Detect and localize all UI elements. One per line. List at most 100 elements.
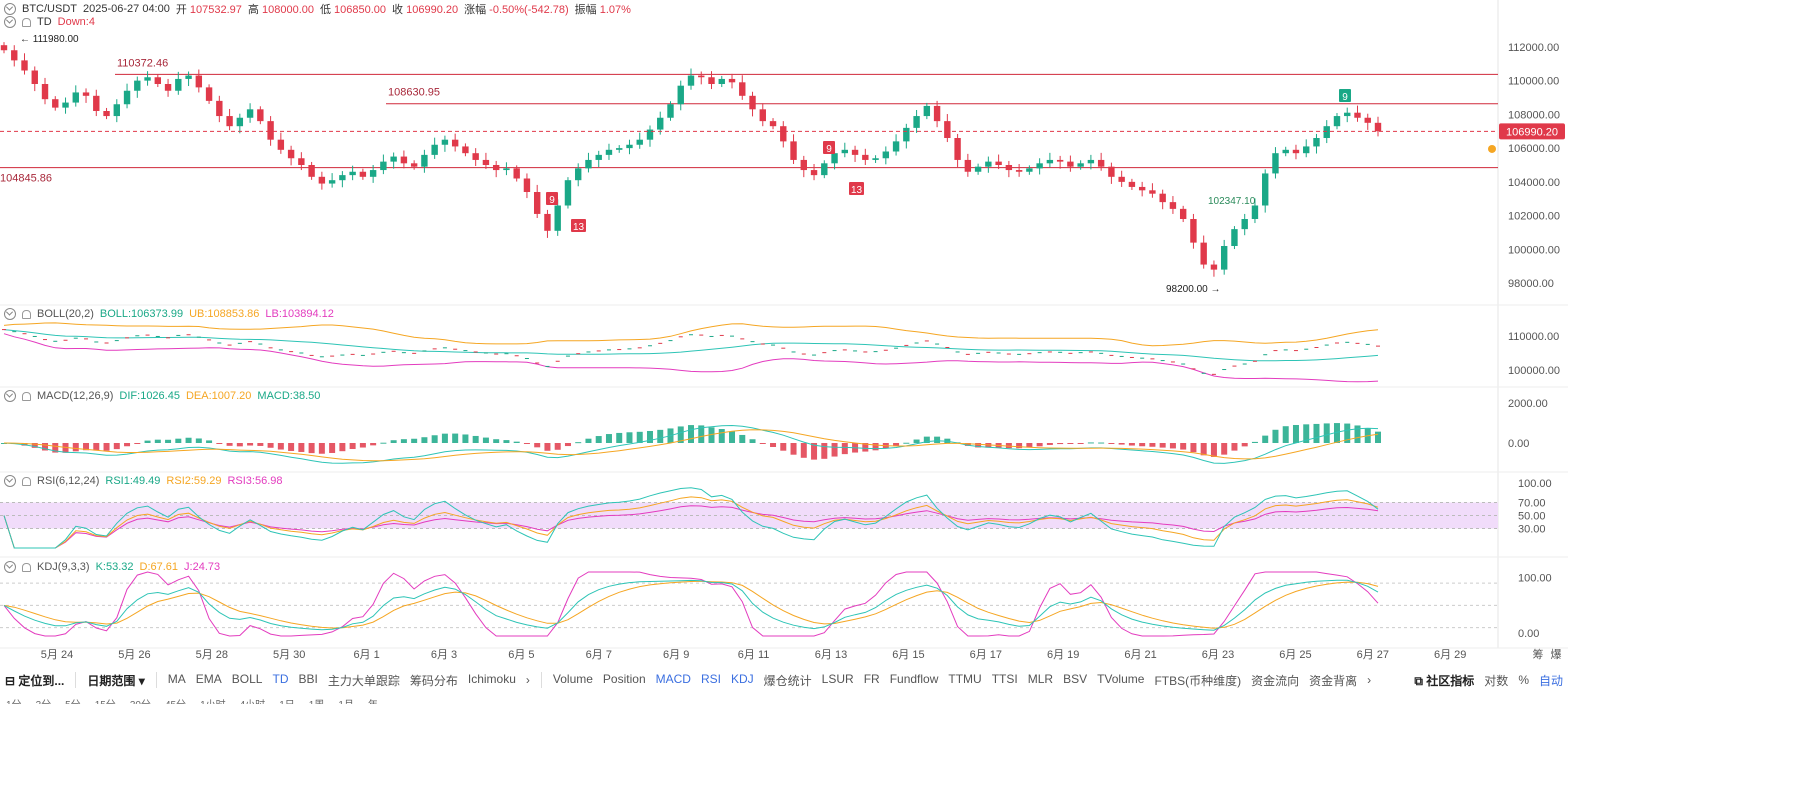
community-indicator-button[interactable]: ⧉ 社区指标 [1414,673,1475,688]
candle-body [72,92,79,103]
macd-name: MACD(12,26,9) [37,390,114,402]
macd-hist-bar [452,433,459,443]
candle-body [1210,264,1218,270]
bell-icon[interactable] [22,562,31,572]
collapse-icon[interactable] [4,3,16,15]
macd-hist-bar [52,443,59,453]
timeframe-option[interactable]: 1日 [279,696,295,704]
sub-indicator-item[interactable]: Fundflow [889,671,939,686]
symbol: BTC/USDT [22,3,77,15]
main-indicator-主力大单跟踪[interactable]: 主力大单跟踪 [327,673,400,688]
sub-indicator-item[interactable]: Position [602,671,646,686]
td-header: TD Down:4 [4,16,95,28]
sub-indicator-item[interactable]: TVolume [1097,671,1145,686]
collapse-icon[interactable] [4,561,16,573]
sub-indicator-item[interactable]: RSI [700,671,721,686]
sub-indicator-item[interactable]: MLR [1027,671,1054,686]
candle-body [626,144,633,149]
main-indicator-ichimoku[interactable]: Ichimoku [467,671,516,686]
candle-body [913,116,920,128]
sub-indicator-item[interactable]: KDJ [730,671,754,686]
main-indicator-boll[interactable]: BOLL [231,671,263,686]
log-toggle[interactable]: 对数 [1484,673,1509,688]
price-tick-label: 98000.00 [1508,278,1554,290]
rsi-tick-label: 50.00 [1518,511,1546,523]
main-indicator-bbi[interactable]: BBI [298,671,318,686]
candle-body [974,166,982,172]
sub-indicator-item[interactable]: TTMU [948,671,982,686]
macd-hist-bar [62,443,69,453]
candle-body [277,139,285,150]
auto-toggle[interactable]: 自动 [1538,673,1563,688]
timeframe-option[interactable]: 3分 [36,696,52,704]
percent-toggle[interactable]: % [1518,673,1529,687]
timeframe-option[interactable]: 1分 [6,696,22,704]
collapse-icon[interactable] [4,16,16,28]
divider [75,672,77,688]
candle-body [1026,168,1033,172]
candle-body [298,158,305,165]
sub-indicator-item[interactable]: TTSI [991,671,1018,686]
macd-hist-bar [400,439,407,443]
timeframe-option[interactable]: 15分 [95,696,116,704]
sub-indicator-item[interactable]: LSUR [821,671,854,686]
timeframe-option[interactable]: 1小时 [200,696,226,704]
chevron-right-icon[interactable]: › [1367,673,1372,687]
candle-body [503,168,510,171]
timeframe-option[interactable]: 4小时 [240,696,266,704]
bell-icon[interactable] [22,309,31,319]
collapse-icon[interactable] [4,390,16,402]
date-tick-label: 5月 30 [273,649,305,660]
last-price-badge [1499,123,1565,140]
bell-icon[interactable] [22,17,31,27]
date-tick-label: 6月 23 [1202,649,1234,660]
macd-hist-bar [93,443,100,451]
main-indicator-筹码分布[interactable]: 筹码分布 [409,673,458,688]
macd-hist-bar [913,439,920,443]
timeframe-option[interactable]: 1周 [309,696,325,704]
sub-indicator-item[interactable]: 资金流向 [1251,673,1300,688]
main-indicator-ema[interactable]: EMA [195,671,222,686]
macd-hist-bar [1118,443,1125,445]
timeframe-option[interactable]: 1月 [338,696,354,704]
candle-body [441,139,449,145]
candle-body [134,80,141,91]
sub-indicator-item[interactable]: BSV [1063,671,1088,686]
candle-body [616,148,623,150]
main-indicator-td[interactable]: TD [272,671,289,686]
bell-icon[interactable] [22,476,31,486]
candle-body [1005,165,1013,171]
candle-body [287,149,295,159]
main-indicator-ma[interactable]: MA [167,671,186,686]
candle-body [1087,159,1095,164]
macd-hist-bar [72,443,79,452]
sub-indicator-item[interactable]: 爆仓统计 [763,673,812,688]
candle-body [82,92,90,96]
collapse-icon[interactable] [4,308,16,320]
chevron-right-icon[interactable]: › [525,673,530,687]
candle-body [575,168,582,181]
candle-body [195,75,203,88]
timeframe-option[interactable]: 5分 [65,696,81,704]
sub-indicator-item[interactable]: 资金背离 [1309,673,1358,688]
date-range-button[interactable]: 日期范围 ▾ [87,673,145,688]
sub-indicator-item[interactable]: MACD [655,671,691,686]
sub-indicator-item[interactable]: FR [863,671,880,686]
locate-button[interactable]: ⊟ 定位到... [5,673,65,688]
macd-hist-bar [472,435,479,443]
bell-icon[interactable] [22,391,31,401]
candle-body [790,141,797,160]
rsi2: RSI2:59.29 [166,475,222,487]
candle-body [533,192,541,214]
sub-indicator-item[interactable]: FTBS(币种维度) [1154,673,1242,688]
timeframe-option[interactable]: 45分 [165,696,186,704]
candle-body [1159,193,1166,203]
timeframe-option[interactable]: 年 [368,696,378,704]
timeframe-option[interactable]: 30分 [130,696,151,704]
chart-canvas[interactable]: 112000.00 110000.00 108000.00 106000.00 1040… [0,0,1568,660]
macd-hist-bar [1210,443,1217,457]
candle-body [41,84,49,100]
sub-indicator-item[interactable]: Volume [552,671,593,686]
collapse-icon[interactable] [4,475,16,487]
macd-hist-bar [534,443,541,448]
